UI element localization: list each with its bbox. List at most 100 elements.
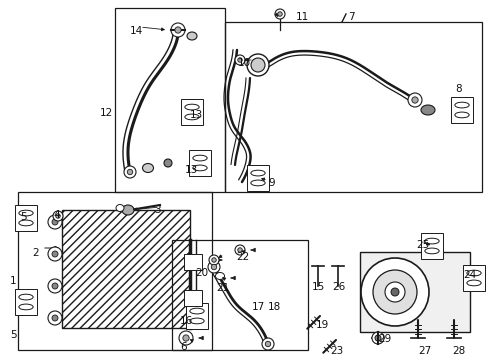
Bar [172, 240, 307, 350]
Ellipse shape [189, 308, 203, 314]
Text: 9: 9 [267, 178, 274, 188]
Ellipse shape [246, 54, 268, 76]
Ellipse shape [142, 163, 153, 172]
Bar [420, 233, 442, 259]
Circle shape [211, 264, 216, 270]
Ellipse shape [189, 318, 203, 324]
Ellipse shape [420, 105, 434, 115]
Text: 26: 26 [331, 282, 345, 292]
Circle shape [56, 214, 60, 218]
Ellipse shape [250, 170, 264, 176]
Bar [185, 303, 207, 329]
Circle shape [265, 341, 270, 347]
Circle shape [127, 169, 132, 175]
Text: 28: 28 [451, 346, 464, 356]
Text: 16: 16 [180, 316, 193, 326]
Ellipse shape [163, 159, 172, 167]
Ellipse shape [184, 104, 199, 110]
Text: 2: 2 [32, 248, 39, 258]
Text: 22: 22 [236, 252, 249, 262]
Text: 8: 8 [454, 84, 461, 94]
Bar [115, 8, 224, 192]
Circle shape [124, 166, 136, 178]
Text: 15: 15 [311, 282, 325, 292]
Bar [183, 254, 202, 270]
Circle shape [274, 9, 285, 19]
Text: 11: 11 [295, 12, 308, 22]
Ellipse shape [250, 180, 264, 186]
Text: 23: 23 [329, 346, 343, 356]
Text: 5: 5 [10, 330, 17, 340]
Circle shape [53, 211, 63, 221]
Bar [62, 210, 190, 328]
Circle shape [48, 215, 62, 229]
Text: 18: 18 [267, 302, 281, 312]
Bar [181, 99, 203, 125]
Bar [359, 252, 469, 332]
Circle shape [52, 219, 58, 225]
Text: 13: 13 [190, 110, 203, 120]
Text: 24: 24 [462, 270, 475, 280]
Text: 17: 17 [251, 302, 264, 312]
Circle shape [48, 279, 62, 293]
Text: 12: 12 [100, 108, 113, 118]
Text: 25: 25 [415, 240, 428, 250]
Circle shape [52, 283, 58, 289]
Circle shape [208, 255, 219, 265]
Circle shape [237, 58, 242, 62]
Circle shape [52, 251, 58, 257]
Ellipse shape [454, 102, 468, 108]
Ellipse shape [424, 248, 438, 254]
Circle shape [235, 55, 244, 65]
Text: 29: 29 [377, 334, 390, 344]
Bar [462, 265, 484, 291]
Ellipse shape [466, 280, 480, 286]
Text: 21: 21 [216, 283, 229, 293]
Circle shape [52, 315, 58, 321]
Text: 5: 5 [20, 212, 26, 222]
Circle shape [48, 247, 62, 261]
Text: 14: 14 [130, 26, 143, 36]
Text: 3: 3 [154, 205, 160, 215]
Circle shape [207, 261, 220, 273]
Bar [183, 290, 202, 306]
Ellipse shape [374, 335, 380, 341]
Circle shape [235, 245, 244, 255]
Ellipse shape [122, 205, 134, 215]
Bar [189, 150, 210, 176]
Text: 6: 6 [180, 342, 186, 352]
Ellipse shape [250, 58, 264, 72]
Circle shape [262, 338, 273, 350]
Ellipse shape [19, 220, 33, 226]
Text: 27: 27 [417, 346, 430, 356]
Circle shape [48, 311, 62, 325]
Bar [15, 205, 37, 231]
Ellipse shape [184, 114, 199, 120]
Circle shape [384, 282, 404, 302]
Circle shape [171, 23, 184, 37]
Text: 13: 13 [184, 165, 198, 175]
Bar [224, 22, 481, 192]
Bar [18, 192, 212, 350]
Ellipse shape [192, 155, 207, 161]
Text: 7: 7 [347, 12, 354, 22]
Bar [15, 289, 37, 315]
Circle shape [277, 12, 282, 16]
Ellipse shape [454, 112, 468, 118]
Ellipse shape [215, 273, 224, 279]
Bar [450, 97, 472, 123]
Circle shape [411, 97, 417, 103]
Circle shape [183, 335, 189, 341]
Circle shape [179, 331, 193, 345]
Ellipse shape [19, 304, 33, 310]
Ellipse shape [424, 238, 438, 244]
Circle shape [211, 258, 216, 262]
Ellipse shape [186, 32, 197, 40]
Ellipse shape [371, 332, 383, 344]
Ellipse shape [19, 294, 33, 300]
Ellipse shape [466, 270, 480, 276]
Text: 1: 1 [10, 276, 17, 286]
Ellipse shape [19, 210, 33, 216]
Circle shape [407, 93, 421, 107]
Circle shape [390, 288, 398, 296]
